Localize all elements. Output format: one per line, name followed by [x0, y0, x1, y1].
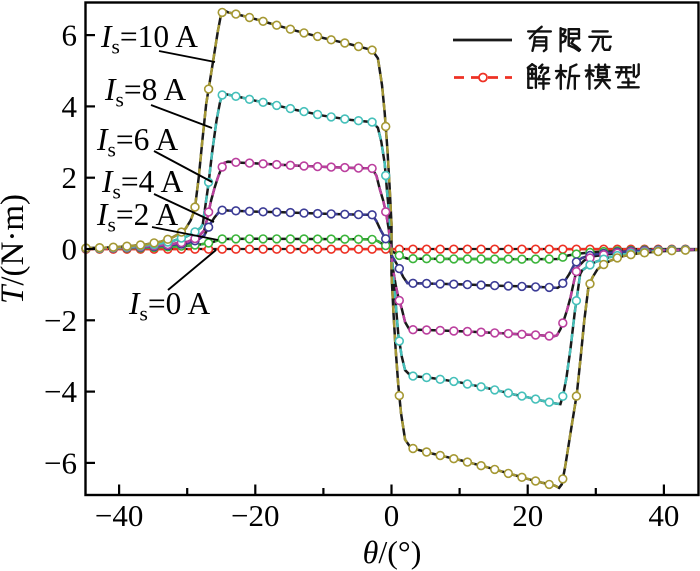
svg-text:Is=8 A: Is=8 A: [104, 72, 187, 112]
svg-text:6: 6: [62, 18, 78, 53]
svg-text:40: 40: [648, 498, 679, 533]
svg-text:4: 4: [62, 89, 78, 124]
svg-text:Is=6 A: Is=6 A: [96, 122, 179, 162]
svg-text:0: 0: [384, 498, 400, 533]
svg-text:−2: −2: [44, 303, 77, 338]
svg-text:0: 0: [62, 232, 78, 267]
svg-text:2: 2: [62, 160, 78, 195]
svg-text:20: 20: [512, 498, 543, 533]
svg-text:Is=4 A: Is=4 A: [101, 164, 184, 204]
svg-text:−6: −6: [44, 445, 77, 480]
svg-text:−20: −20: [231, 498, 279, 533]
svg-text:T/(N·m): T/(N·m): [0, 194, 31, 304]
svg-text:Is=2 A: Is=2 A: [96, 197, 179, 237]
svg-text:Is=0 A: Is=0 A: [128, 286, 211, 326]
svg-text:Is=10 A: Is=10 A: [100, 19, 198, 59]
svg-text:θ/(°): θ/(°): [363, 534, 422, 570]
svg-text:−40: −40: [95, 498, 143, 533]
svg-text:−4: −4: [44, 374, 77, 409]
